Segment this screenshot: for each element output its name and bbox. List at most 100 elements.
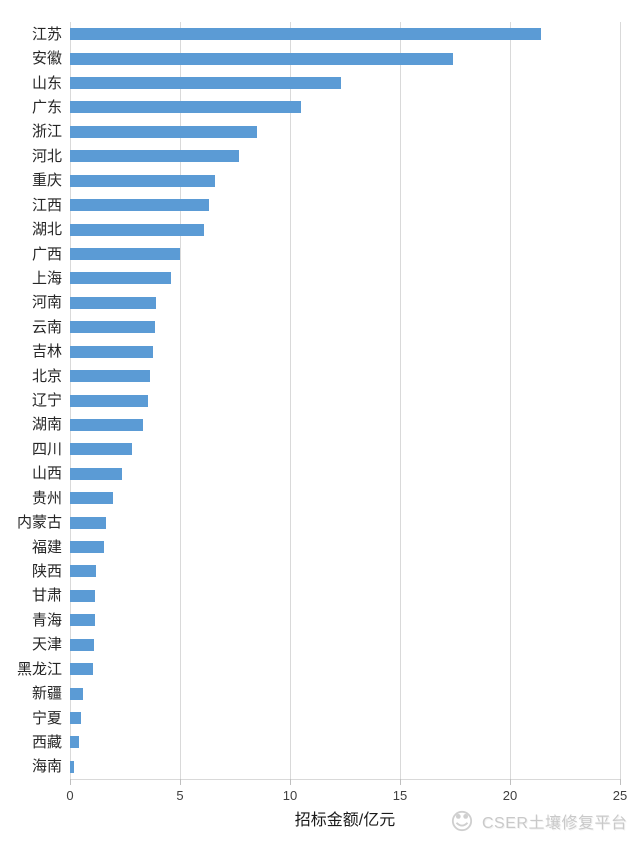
bar: [70, 712, 81, 725]
bar: [70, 125, 257, 138]
bar-row: 山西: [0, 462, 620, 486]
category-label: 福建: [31, 538, 62, 556]
bar-track: [70, 467, 620, 480]
bar: [70, 28, 541, 41]
category-label: 甘肃: [31, 587, 62, 605]
category-label: 黑龙江: [16, 660, 62, 678]
bar: [70, 516, 107, 529]
tick-label: 25: [612, 788, 628, 803]
bar: [70, 248, 180, 260]
bar-row: 陕西: [0, 559, 620, 583]
category-label: 安徽: [31, 50, 62, 68]
bar: [70, 638, 95, 651]
bar-track: [70, 370, 620, 383]
gridline: [290, 22, 291, 779]
bar: [70, 394, 149, 407]
bar: [70, 345, 153, 358]
bar-row: 辽宁: [0, 388, 620, 412]
category-label: 海南: [31, 758, 62, 776]
tick-label: 0: [66, 788, 74, 803]
bar: [70, 174, 216, 187]
bar-row: 云南: [0, 315, 620, 339]
bar-row: 广东: [0, 95, 620, 119]
category-label: 重庆: [31, 172, 62, 190]
cser-logo-icon: [451, 810, 473, 832]
category-label: 西藏: [31, 733, 62, 751]
bar-track: [70, 223, 620, 236]
bar-track: [70, 565, 620, 578]
bar-track: [70, 589, 620, 602]
bar-row: 山东: [0, 71, 620, 95]
category-label: 青海: [31, 611, 62, 629]
bar: [70, 199, 209, 212]
watermark-text: CSER土壤修复平台: [482, 815, 628, 832]
gridline: [620, 22, 621, 779]
bar-row: 江苏: [0, 22, 620, 46]
category-label: 湖北: [31, 221, 62, 239]
bar: [70, 492, 113, 505]
category-label: 河北: [31, 147, 62, 165]
tick-mark: [510, 779, 511, 785]
bar-row: 上海: [0, 266, 620, 290]
bar-track: [70, 663, 620, 676]
bar-row: 湖南: [0, 413, 620, 437]
category-label: 天津: [31, 636, 62, 654]
bar-track: [70, 28, 620, 41]
bar: [70, 467, 122, 480]
gridline: [510, 22, 511, 779]
bar-track: [70, 345, 620, 358]
bar: [70, 77, 341, 90]
bar: [70, 736, 79, 749]
bar-rows: 江苏 安徽 山东 广东 浙江 河北 重庆 江西 湖北 广西 上海 河南 云南 吉林 北京 辽宁 湖南 四川 山西 贵州…: [0, 22, 620, 779]
bar: [70, 321, 155, 334]
bar-track: [70, 77, 620, 90]
bar-row: 重庆: [0, 169, 620, 193]
tick-mark: [620, 779, 621, 785]
bar-track: [70, 492, 620, 505]
bar-row: 安徽: [0, 46, 620, 70]
category-label: 浙江: [31, 123, 62, 141]
category-label: 江苏: [31, 25, 62, 43]
tick-label: 20: [502, 788, 518, 803]
bar-row: 天津: [0, 633, 620, 657]
bar: [70, 223, 205, 236]
gridline: [180, 22, 181, 779]
bar-row: 河北: [0, 144, 620, 168]
bar-track: [70, 418, 620, 431]
bar-track: [70, 516, 620, 529]
category-label: 广东: [31, 98, 62, 116]
category-label: 辽宁: [31, 392, 62, 410]
tick-label: 5: [176, 788, 184, 803]
category-label: 上海: [31, 269, 62, 287]
bar-row: 湖北: [0, 217, 620, 241]
bar: [70, 101, 301, 114]
tick-mark: [70, 779, 71, 785]
bar: [70, 760, 74, 773]
tick-label: 10: [282, 788, 298, 803]
bar-row: 河南: [0, 291, 620, 315]
category-label: 内蒙古: [16, 514, 62, 532]
bar: [70, 52, 453, 65]
bar-row: 西藏: [0, 730, 620, 754]
bar: [70, 296, 156, 309]
bar-row: 新疆: [0, 681, 620, 705]
bar-track: [70, 125, 620, 138]
category-label: 四川: [31, 440, 62, 458]
bar-row: 四川: [0, 437, 620, 461]
category-label: 吉林: [31, 343, 62, 361]
category-label: 山西: [31, 465, 62, 483]
bar-track: [70, 736, 620, 749]
bar-track: [70, 687, 620, 700]
bar-track: [70, 541, 620, 554]
category-label: 云南: [31, 318, 62, 336]
category-label: 北京: [31, 367, 62, 385]
bar: [70, 541, 105, 554]
bar: [70, 443, 132, 456]
bar-row: 贵州: [0, 486, 620, 510]
x-axis: 0 5 10 15 20 25: [66, 779, 627, 813]
bar: [70, 614, 96, 627]
tick-label: 15: [392, 788, 408, 803]
bar-track: [70, 760, 620, 773]
bar-track: [70, 101, 620, 114]
